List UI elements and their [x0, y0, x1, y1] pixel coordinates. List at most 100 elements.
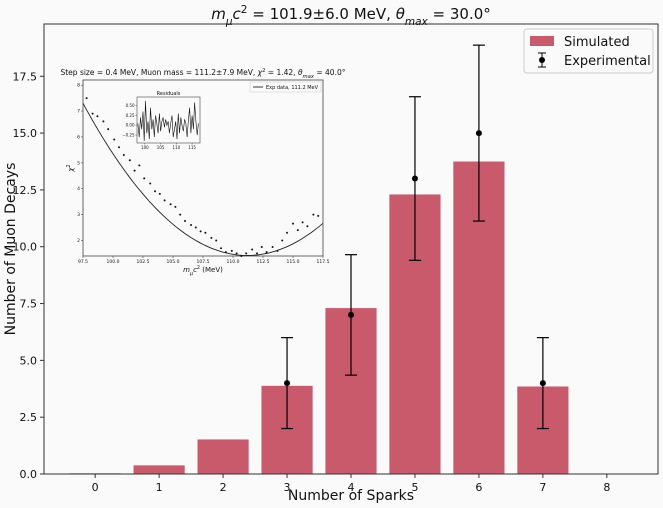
x-tick-label: 0	[92, 481, 99, 494]
inset-point	[128, 159, 131, 162]
inset-point	[169, 203, 172, 206]
errorbar-5	[408, 96, 421, 261]
inset-y-tick-label: 6	[77, 134, 80, 140]
y-tick-label: 15.0	[13, 127, 38, 140]
errorbar-7	[536, 337, 549, 430]
y-tick-label: 2.5	[20, 411, 38, 424]
inset-x-tick-label: 117.5	[317, 259, 330, 265]
inset-point	[163, 199, 166, 202]
residuals-y-tick-label: 0.25	[126, 113, 135, 118]
inset-point	[107, 128, 110, 131]
residuals-title: Residuals	[157, 91, 181, 97]
x-tick-label: 8	[603, 481, 610, 494]
inset-y-tick-label: 5	[77, 160, 80, 166]
y-tick-label: 7.5	[20, 298, 38, 311]
inset-x-tick-label: 97.5	[78, 259, 88, 265]
bar-2	[197, 439, 249, 474]
inset-point	[102, 120, 105, 123]
inset-point	[240, 255, 243, 257]
y-axis-label: Number of Muon Decays	[3, 163, 19, 336]
inset-point	[245, 252, 248, 255]
inset-point	[296, 229, 299, 232]
inset-point	[220, 247, 222, 250]
inset-point	[256, 252, 258, 255]
y-tick-label: 5.0	[20, 354, 38, 367]
inset-point	[260, 245, 263, 248]
residuals-frame	[136, 96, 201, 144]
data-point	[539, 380, 546, 387]
inset-point	[154, 190, 156, 193]
inset-point	[215, 239, 218, 242]
inset-chi2: Step size = 0.4 MeV, Muon mass = 111.2±7…	[60, 68, 345, 277]
errorbar-6	[472, 44, 485, 222]
inset-point	[158, 192, 161, 195]
residuals-line	[137, 100, 199, 142]
inset-point	[251, 248, 254, 251]
data-point	[284, 380, 291, 387]
errorbar-4	[345, 254, 357, 376]
inset-fit-curve	[82, 103, 324, 256]
residuals-x-tick-label: 100	[141, 145, 149, 150]
residuals-y-tick-label: 0.00	[126, 123, 135, 128]
inset-legend-box	[249, 81, 322, 93]
inset-point	[317, 214, 320, 217]
data-point	[411, 175, 418, 182]
inset-residuals: Residuals 100 105 110 115 −0.25 0.00 0.25 0.50	[122, 91, 201, 150]
legend-label-experimental: Experimental	[564, 54, 651, 69]
inset-point	[122, 154, 125, 157]
residuals-x-tick-label: 110	[173, 145, 181, 150]
errorbar-3	[281, 337, 294, 430]
inset-y-tick-label: 2	[77, 238, 80, 244]
inset-y-tick-label: 8	[77, 83, 80, 89]
inset-point	[133, 169, 136, 172]
inset-y-tick-label: 7	[77, 109, 80, 115]
legend-marker-experimental	[539, 57, 545, 63]
inset-x-tick-label: 112.5	[257, 259, 270, 265]
inset-point	[312, 213, 315, 216]
inset-x-tick-label: 102.5	[137, 259, 150, 265]
inset-point	[286, 231, 288, 234]
data-point	[348, 311, 354, 318]
inset-point	[190, 223, 192, 226]
legend-label-simulated: Simulated	[564, 35, 630, 50]
chart-title: mμc2 = 101.9±6.0 MeV, θmax = 30.0°	[211, 4, 491, 28]
inset-point	[292, 222, 294, 225]
inset-point	[276, 249, 279, 252]
legend: Simulated Experimental	[523, 28, 654, 74]
inset-x-tick-label: 107.5	[197, 259, 210, 265]
inset-legend: Exp data, 111.2 MeV	[249, 81, 322, 93]
inset-point	[91, 112, 94, 115]
inset-point	[230, 249, 233, 252]
residuals-x-tick-label: 105	[157, 145, 165, 150]
inset-legend-label: Exp data, 111.2 MeV	[266, 85, 319, 91]
inset-point	[184, 220, 186, 223]
inset-point	[306, 225, 309, 228]
inset-frame	[82, 79, 324, 257]
legend-swatch-simulated	[530, 36, 554, 46]
y-tick-label: 0.0	[20, 468, 38, 481]
inset-x-tick-label: 115.0	[287, 259, 300, 265]
x-tick-label: 2	[220, 481, 227, 494]
inset-y-axis-label: χ2	[66, 164, 75, 172]
inset-x-tick-label: 100.0	[107, 259, 120, 265]
inset-x-tick-label: 110.0	[227, 259, 240, 265]
inset-point	[143, 177, 146, 180]
inset-point	[85, 97, 88, 100]
residuals-y-tick-label: −0.25	[122, 132, 135, 137]
x-tick-label: 4	[348, 481, 355, 494]
inset-point	[174, 205, 177, 208]
inset-x-axis-label: mμc2 (MeV)	[183, 265, 223, 277]
y-tick-label: 12.5	[13, 184, 38, 197]
inset-x-tick-label: 105.0	[167, 259, 180, 265]
data-point	[475, 130, 482, 137]
bar-1	[133, 465, 185, 474]
y-tick-label: 17.5	[13, 70, 38, 83]
inset-point	[281, 239, 284, 242]
inset-point	[113, 138, 116, 141]
legend-box	[523, 28, 654, 74]
inset-point	[204, 231, 207, 234]
x-tick-label: 5	[411, 481, 418, 494]
x-tick-label: 7	[539, 481, 546, 494]
inset-point	[235, 252, 238, 255]
